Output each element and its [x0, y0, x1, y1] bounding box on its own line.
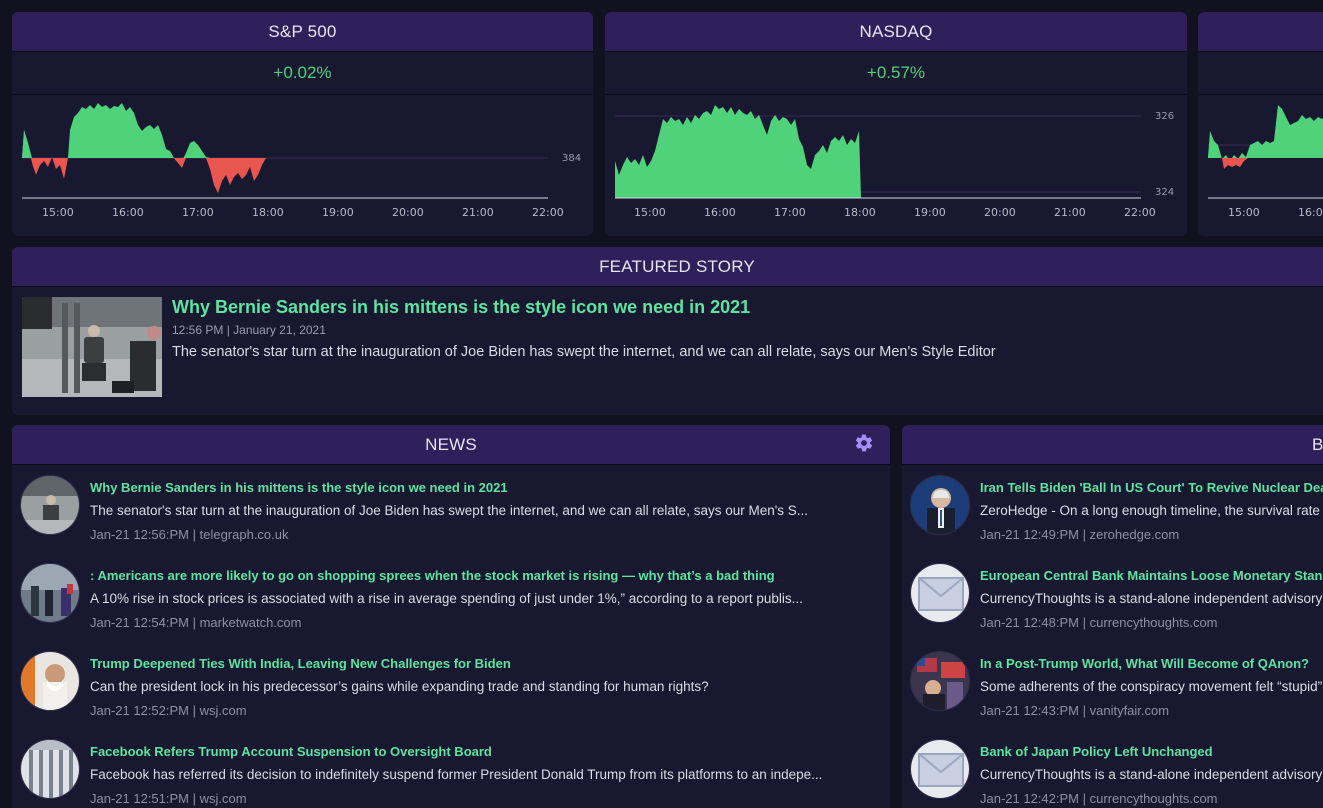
news-description: CurrencyThoughts is a stand-alone indepe…: [980, 767, 1323, 782]
news-header-title: NEWS: [425, 434, 477, 454]
featured-story-card: FEATURED STORY Why Bernie: [12, 247, 1323, 415]
time-tick: 19:00: [322, 206, 354, 219]
news-thumbnail[interactable]: [910, 475, 970, 535]
nasdaq-chart[interactable]: 326 324 15:00 16:00 17:00 18:00 19:00 20…: [605, 95, 1187, 235]
list-item[interactable]: In a Post-Trump World, What Will Become …: [902, 641, 1323, 729]
news-meta: Jan-21 12:48:PM | currencythoughts.com: [980, 615, 1218, 630]
time-tick: 17:00: [774, 206, 806, 219]
featured-story[interactable]: Why Bernie Sanders in his mittens is the…: [12, 287, 1323, 415]
list-item[interactable]: Bank of Japan Policy Left Unchanged Curr…: [902, 729, 1323, 808]
ticker-3-title: [1198, 12, 1323, 52]
list-item[interactable]: European Central Bank Maintains Loose Mo…: [902, 553, 1323, 641]
news-description: CurrencyThoughts is a stand-alone indepe…: [980, 591, 1323, 606]
featured-description: The senator's star turn at the inaugurat…: [172, 344, 996, 360]
news-2-header-title: B: [1312, 434, 1323, 454]
news-meta: Jan-21 12:49:PM | zerohedge.com: [980, 527, 1180, 542]
nasdaq-price-high: 326: [1155, 111, 1174, 122]
news-title[interactable]: Trump Deepened Ties With India, Leaving …: [90, 656, 511, 671]
sp500-price-label: 384: [562, 153, 581, 164]
time-tick: 19:00: [914, 206, 946, 219]
nasdaq-price-low: 324: [1155, 187, 1174, 198]
time-tick: 22:00: [1124, 206, 1156, 219]
time-tick: 20:00: [392, 206, 424, 219]
news-2-header: B: [902, 425, 1323, 465]
nasdaq-title: NASDAQ: [605, 12, 1187, 52]
list-item[interactable]: Iran Tells Biden 'Ball In US Court' To R…: [902, 465, 1323, 553]
featured-image[interactable]: [22, 297, 162, 397]
news-description: Can the president lock in his predecesso…: [90, 679, 709, 694]
list-item[interactable]: Why Bernie Sanders in his mittens is the…: [12, 465, 890, 553]
featured-title[interactable]: Why Bernie Sanders in his mittens is the…: [172, 297, 751, 317]
featured-header: FEATURED STORY: [12, 247, 1323, 287]
news-meta: Jan-21 12:52:PM | wsj.com: [90, 703, 247, 718]
envelope-icon[interactable]: [910, 739, 970, 799]
sp500-time-axis: 15:00 16:00 17:00 18:00 19:00 20:00 21:0…: [42, 206, 564, 219]
envelope-icon[interactable]: [910, 563, 970, 623]
time-tick: 20:00: [984, 206, 1016, 219]
news-meta: Jan-21 12:43:PM | vanityfair.com: [980, 703, 1170, 718]
time-tick: 16:0: [1298, 206, 1323, 219]
news-thumbnail[interactable]: [20, 739, 80, 799]
news-thumbnail[interactable]: [20, 651, 80, 711]
time-tick: 15:00: [634, 206, 666, 219]
time-tick: 15:00: [1228, 206, 1260, 219]
news-title[interactable]: European Central Bank Maintains Loose Mo…: [980, 568, 1323, 583]
ticker-3-change: [1198, 52, 1323, 95]
news-description: The senator's star turn at the inaugurat…: [90, 503, 809, 518]
nasdaq-change: +0.57%: [605, 52, 1187, 95]
nasdaq-card: NASDAQ +0.57% 326 324 15:00 16:00 17:00 …: [605, 12, 1187, 236]
news-title[interactable]: In a Post-Trump World, What Will Become …: [980, 656, 1309, 671]
time-tick: 16:00: [112, 206, 144, 219]
news-thumbnail[interactable]: [910, 651, 970, 711]
time-tick: 21:00: [462, 206, 494, 219]
sp500-title: S&P 500: [12, 12, 593, 52]
news-meta: Jan-21 12:54:PM | marketwatch.com: [90, 615, 302, 630]
news-title[interactable]: Facebook Refers Trump Account Suspension…: [90, 744, 492, 759]
list-item[interactable]: : Americans are more likely to go on sho…: [12, 553, 890, 641]
news-description: A 10% rise in stock prices is associated…: [90, 591, 803, 606]
time-tick: 22:00: [532, 206, 564, 219]
news-thumbnail[interactable]: [20, 475, 80, 535]
sp500-change: +0.02%: [12, 52, 593, 95]
ticker-3-chart[interactable]: 15:00 16:0: [1198, 95, 1323, 235]
time-tick: 16:00: [704, 206, 736, 219]
news-meta: Jan-21 12:56:PM | telegraph.co.uk: [90, 527, 289, 542]
nasdaq-time-axis: 15:00 16:00 17:00 18:00 19:00 20:00 21:0…: [634, 206, 1156, 219]
news-header: NEWS: [12, 425, 890, 465]
list-item[interactable]: Trump Deepened Ties With India, Leaving …: [12, 641, 890, 729]
time-tick: 17:00: [182, 206, 214, 219]
news-meta: Jan-21 12:51:PM | wsj.com: [90, 791, 247, 806]
time-tick: 18:00: [844, 206, 876, 219]
time-tick: 15:00: [42, 206, 74, 219]
news-description: Some adherents of the conspiracy movemen…: [980, 679, 1323, 694]
news-title[interactable]: Why Bernie Sanders in his mittens is the…: [90, 480, 508, 495]
ticker-card-3: 15:00 16:0: [1198, 12, 1323, 236]
sp500-chart[interactable]: 384 15:00 16:00 17:00 18:00 19:00 20:00 …: [12, 95, 593, 235]
news-description: ZeroHedge - On a long enough timeline, t…: [980, 503, 1323, 518]
sp500-card: S&P 500 +0.02% 384 15:00 16:00 17:00 18:…: [12, 12, 593, 236]
time-tick: 21:00: [1054, 206, 1086, 219]
list-item[interactable]: Facebook Refers Trump Account Suspension…: [12, 729, 890, 808]
news-meta: Jan-21 12:42:PM | currencythoughts.com: [980, 791, 1218, 806]
time-tick: 18:00: [252, 206, 284, 219]
news-title[interactable]: Bank of Japan Policy Left Unchanged: [980, 744, 1213, 759]
news-card: NEWS Why Bernie Sanders in his mittens i…: [12, 425, 890, 808]
news-thumbnail[interactable]: [20, 563, 80, 623]
news-description: Facebook has referred its decision to in…: [90, 767, 823, 782]
gear-icon[interactable]: [854, 433, 874, 453]
news-title[interactable]: : Americans are more likely to go on sho…: [90, 568, 775, 583]
featured-meta: 12:56 PM | January 21, 2021: [172, 323, 326, 337]
news-card-2: B Iran Tells Biden 'Ball In US Court' To…: [902, 425, 1323, 808]
news-title[interactable]: Iran Tells Biden 'Ball In US Court' To R…: [980, 480, 1323, 495]
